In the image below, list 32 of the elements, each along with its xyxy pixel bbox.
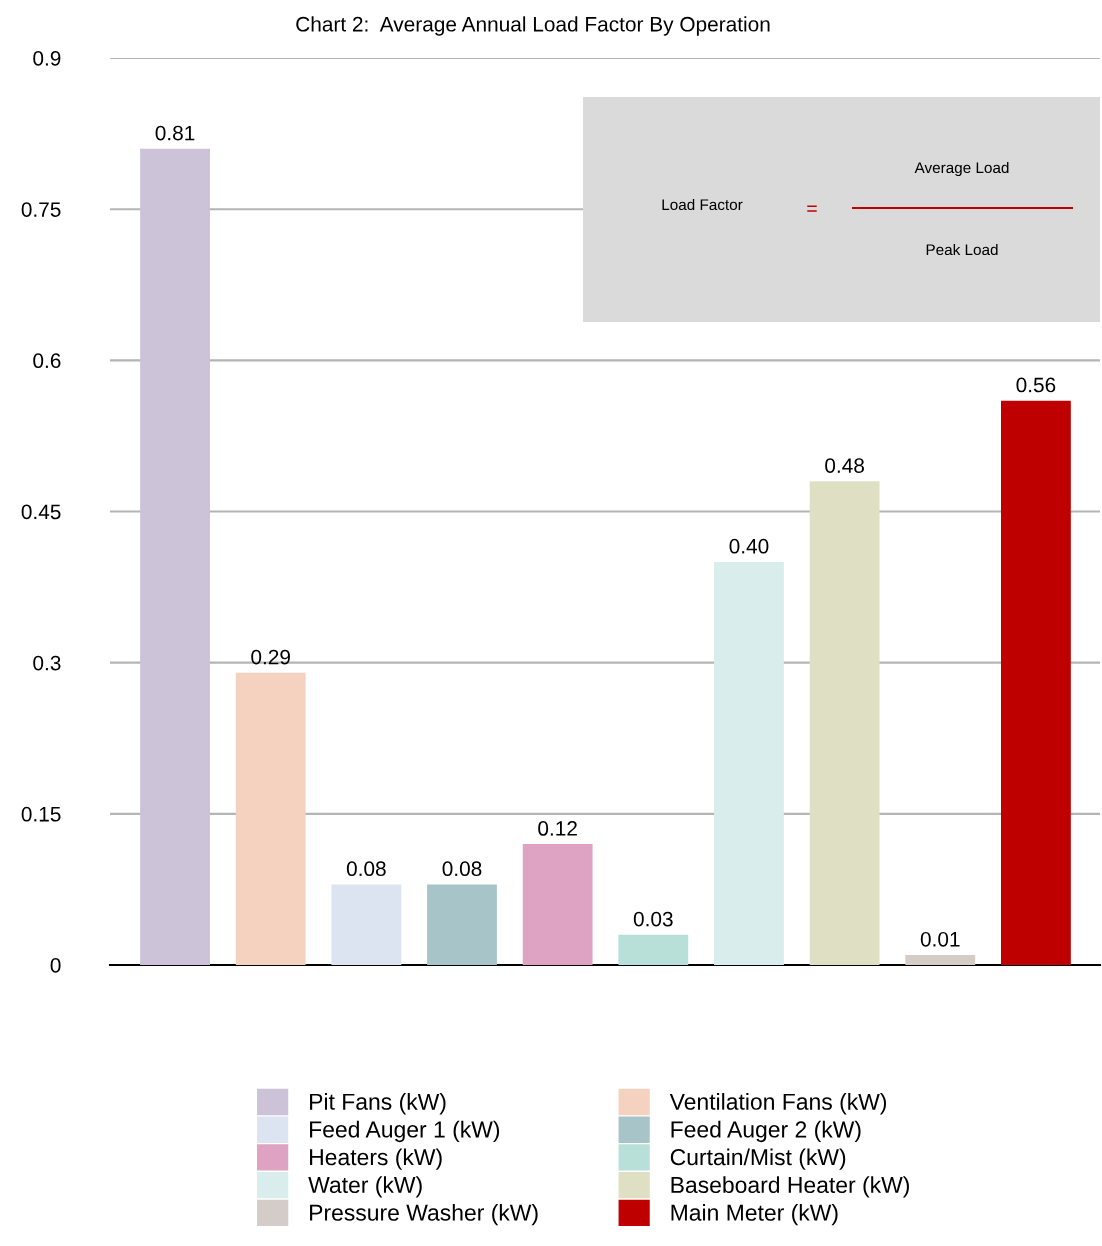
data-label: 0.40 bbox=[729, 538, 769, 554]
y-tick-label: 0.15 bbox=[21, 806, 61, 822]
annotation: = bbox=[807, 205, 817, 212]
data-label: 0.29 bbox=[251, 649, 290, 665]
y-tick-label: 0 bbox=[50, 958, 61, 973]
data-label: 0.48 bbox=[825, 458, 864, 473]
chart-title: Chart 2: Average Annual Load Factor By Operation bbox=[296, 16, 770, 36]
legend-label: Curtain/Mist (kW) bbox=[670, 1148, 846, 1170]
data-label: 0.12 bbox=[538, 821, 577, 836]
annotation: Load Factor bbox=[662, 198, 743, 211]
annotation: Peak Load bbox=[926, 243, 998, 256]
y-tick-label: 0.6 bbox=[33, 353, 61, 369]
legend-label: Feed Auger 2 (kW) bbox=[671, 1120, 861, 1143]
legend-label: Pressure Washer (kW) bbox=[310, 1203, 538, 1226]
data-label: 0.08 bbox=[442, 861, 482, 877]
legend-label: Feed Auger 1 (kW) bbox=[310, 1120, 500, 1143]
annotation: Average Load bbox=[914, 161, 1009, 177]
legend-label: Pit Fans (kW) bbox=[310, 1093, 446, 1115]
y-tick-label: 0.45 bbox=[21, 504, 61, 520]
legend-label: Ventilation Fans (kW) bbox=[669, 1093, 887, 1115]
data-label: 0.56 bbox=[1016, 377, 1056, 393]
legend-label: Heaters (kW) bbox=[310, 1148, 442, 1170]
y-tick-label: 0.9 bbox=[33, 51, 61, 66]
data-label: 0.08 bbox=[346, 861, 386, 877]
data-label: 0.01 bbox=[920, 931, 960, 947]
data-label: 0.03 bbox=[633, 911, 673, 927]
legend-label: Main Meter (kW) bbox=[671, 1203, 838, 1226]
data-label: 0.81 bbox=[155, 125, 195, 141]
legend-label: Water (kW) bbox=[308, 1176, 422, 1198]
legend-label: Baseboard Heater (kW) bbox=[671, 1176, 909, 1198]
y-tick-label: 0.75 bbox=[21, 202, 61, 217]
y-tick-label: 0.3 bbox=[33, 655, 61, 671]
